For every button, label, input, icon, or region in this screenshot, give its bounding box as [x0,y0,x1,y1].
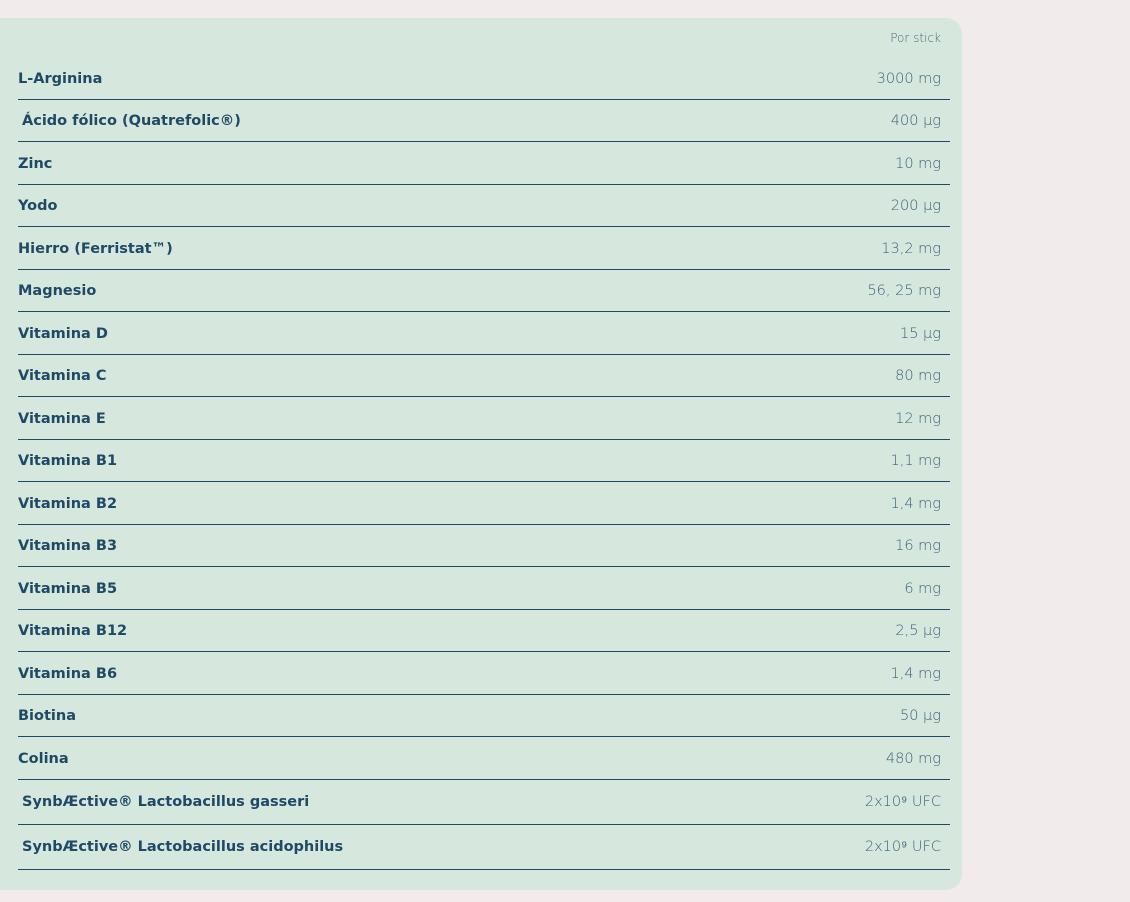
ingredient-name: Biotina [18,707,76,724]
ingredient-name: Vitamina B5 [18,580,118,597]
ingredient-amount: 200 µg [890,197,941,214]
ingredient-name: Vitamina E [18,410,106,427]
table-row: Vitamina E 12 mg [18,398,950,440]
ingredient-name: Vitamina C [18,367,107,384]
table-row: SynbÆctive® Lactobacillus acidophilus 2x… [18,825,950,870]
ingredient-name: SynbÆctive® Lactobacillus acidophilus [22,839,344,855]
ingredient-name: Vitamina B12 [18,622,128,639]
table-row: Vitamina D 15 µg [18,313,950,355]
column-header-per-stick: Por stick [890,31,941,45]
ingredient-amount: 1,4 mg [890,665,942,682]
ingredient-amount: 50 µg [900,707,941,724]
table-row: Colina 480 mg [18,738,950,780]
ingredient-amount: 2,5 µg [895,622,941,639]
ingredient-name: Ácido fólico (Quatrefolic®) [22,112,241,129]
ingredient-name: Vitamina B2 [18,495,118,512]
table-row: Vitamina B5 6 mg [18,568,950,610]
ingredient-name: L-Arginina [18,70,103,87]
ingredient-amount: 3000 mg [876,70,941,87]
table-row: Magnesio 56, 25 mg [18,270,950,312]
ingredient-amount: 16 mg [895,537,941,554]
table-row: Biotina 50 µg [18,695,950,737]
ingredient-amount: 480 mg [885,750,941,767]
ingredient-amount: 1,1 mg [890,452,942,469]
ingredient-name: Colina [18,750,69,767]
ingredient-amount: 13,2 mg [881,240,941,257]
ingredient-name: Zinc [18,155,53,172]
table-row: Ácido fólico (Quatrefolic®) 400 µg [18,100,950,142]
ingredient-amount: 80 mg [895,367,941,384]
table-row: Vitamina B3 16 mg [18,525,950,567]
ingredient-amount: 6 mg [904,580,941,597]
ingredient-name: Vitamina B3 [18,537,118,554]
ingredient-amount: 12 mg [895,410,941,427]
ingredient-name: Vitamina B6 [18,665,118,682]
table-row: Vitamina C 80 mg [18,355,950,397]
ingredient-amount: 2x10⁹ UFC [864,839,941,855]
table-row: Vitamina B12 2,5 µg [18,610,950,652]
ingredient-amount: 15 µg [900,325,941,342]
ingredient-name: Magnesio [18,282,97,299]
ingredient-amount: 2x10⁹ UFC [864,794,941,810]
table-row: Vitamina B1 1,1 mg [18,440,950,482]
table-row: Vitamina B6 1,4 mg [18,653,950,695]
ingredient-amount: 56, 25 mg [867,282,941,299]
table-row: Yodo 200 µg [18,185,950,227]
ingredient-amount: 10 mg [895,155,941,172]
table-row: Hierro (Ferristat™) 13,2 mg [18,228,950,270]
ingredient-name: Vitamina D [18,325,108,342]
ingredient-amount: 400 µg [890,112,941,129]
ingredient-name: Hierro (Ferristat™) [18,240,173,257]
nutrition-table-panel: Por stick L-Arginina 3000 mg Ácido fólic… [0,18,962,890]
ingredient-amount: 1,4 mg [890,495,942,512]
table-row: SynbÆctive® Lactobacillus gasseri 2x10⁹ … [18,780,950,825]
table-row: Vitamina B2 1,4 mg [18,483,950,525]
ingredient-name: SynbÆctive® Lactobacillus gasseri [22,794,310,810]
table-row: Zinc 10 mg [18,143,950,185]
ingredient-name: Yodo [18,197,58,214]
table-row: L-Arginina 3000 mg [18,58,950,100]
ingredient-name: Vitamina B1 [18,452,118,469]
